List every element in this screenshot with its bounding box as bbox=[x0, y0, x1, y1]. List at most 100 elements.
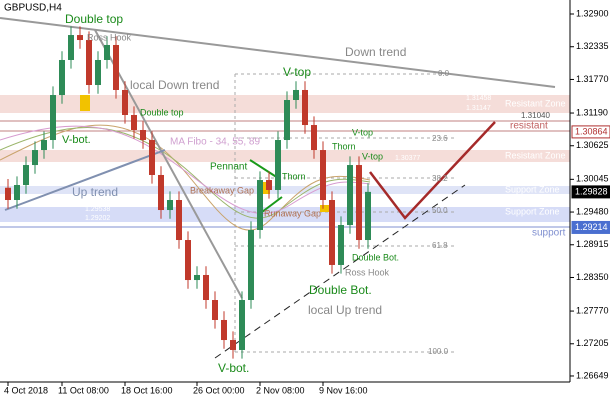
candle-body bbox=[113, 44, 119, 90]
annotation: MA Fibo - 34, 55, 89 bbox=[170, 137, 260, 148]
candle-body bbox=[140, 129, 146, 141]
y-tick-label: 1.27205 bbox=[576, 338, 609, 348]
annotation: 1.29538 bbox=[85, 206, 110, 213]
candle-body bbox=[59, 59, 65, 96]
candle-body bbox=[86, 40, 92, 86]
annotation: local Up trend bbox=[308, 303, 382, 317]
candle-body bbox=[365, 191, 371, 241]
annotation: Resistant Zone bbox=[505, 98, 566, 108]
annotation: Down trend bbox=[345, 45, 406, 59]
annotation: Thorn bbox=[332, 141, 356, 151]
annotation: support bbox=[532, 228, 566, 239]
x-tick-label: 4 Oct 2018 bbox=[4, 385, 48, 395]
annotation: Double Bot. bbox=[309, 283, 372, 297]
y-tick-label: 1.32335 bbox=[576, 41, 609, 51]
y-tick-label: 1.31770 bbox=[576, 74, 609, 84]
candle-body bbox=[95, 59, 101, 86]
annotation: resistant bbox=[510, 121, 548, 132]
pennant-line bbox=[249, 159, 279, 179]
candle-body bbox=[356, 165, 362, 241]
price-mark-box bbox=[571, 220, 610, 234]
candle-body bbox=[320, 150, 326, 201]
annotation: 1.29202 bbox=[85, 215, 110, 222]
candle-body bbox=[5, 187, 11, 201]
annotation: 1.30377 bbox=[395, 155, 420, 162]
support-zone bbox=[0, 186, 570, 194]
candle-body bbox=[32, 150, 38, 166]
annotation: Support Zone bbox=[505, 184, 560, 194]
x-tick-label: 18 Oct 16:00 bbox=[121, 385, 173, 395]
annotation: Double top bbox=[65, 12, 123, 26]
candle-body bbox=[203, 274, 209, 301]
annotation: V-top bbox=[283, 65, 311, 79]
y-tick-label: 1.30625 bbox=[576, 140, 609, 150]
x-tick-label: 26 Oct 00:00 bbox=[193, 385, 245, 395]
candle-body bbox=[239, 300, 245, 350]
candle-body bbox=[293, 89, 299, 101]
x-tick-label: 11 Oct 08:00 bbox=[58, 385, 109, 395]
down-trend-line bbox=[0, 17, 556, 88]
candle-body bbox=[338, 225, 344, 265]
candle-body bbox=[41, 140, 47, 151]
projection-line bbox=[369, 121, 496, 220]
y-tick-label: 1.32900 bbox=[576, 8, 609, 18]
candle-body bbox=[347, 165, 353, 226]
candle-body bbox=[311, 125, 317, 151]
annotation: V-bot. bbox=[218, 361, 249, 375]
annotation: Double top bbox=[140, 107, 184, 117]
candle-body bbox=[266, 180, 272, 190]
y-tick-label: 1.28350 bbox=[576, 272, 609, 282]
candle-body bbox=[176, 200, 182, 241]
candle-body bbox=[104, 44, 110, 60]
annotation: V-top bbox=[352, 127, 373, 137]
price-mark-label: 1.29828 bbox=[575, 186, 608, 196]
local-up-trend-line bbox=[214, 184, 466, 359]
candle-body bbox=[230, 340, 236, 350]
candle-body bbox=[14, 185, 20, 201]
price-mark-box bbox=[571, 185, 610, 199]
annotation: 1.31040 bbox=[521, 111, 550, 120]
price-mark-label: 1.30864 bbox=[575, 126, 608, 136]
y-tick-label: 1.31190 bbox=[576, 107, 608, 117]
annotation: local Down trend bbox=[130, 78, 219, 92]
candle-body bbox=[185, 240, 191, 281]
annotation: Resistant Zone bbox=[505, 150, 566, 160]
resistant-zone bbox=[0, 150, 570, 162]
candle-body bbox=[194, 274, 200, 281]
annotation: Ross Hook bbox=[87, 32, 132, 42]
candle-body bbox=[167, 200, 173, 211]
candle-body bbox=[302, 89, 308, 126]
annotation: 23.6 bbox=[432, 134, 448, 143]
annotation: 100.0 bbox=[428, 347, 449, 356]
y-tick-label: 1.27770 bbox=[576, 305, 609, 315]
annotation: 38.2 bbox=[432, 174, 448, 183]
candle-body bbox=[158, 174, 164, 211]
local-down-trend-line bbox=[94, 29, 243, 299]
candle-body bbox=[77, 35, 83, 41]
annotation: Up trend bbox=[72, 185, 118, 199]
y-tick-label: 1.28915 bbox=[576, 239, 609, 249]
annotation: V-bot. bbox=[62, 134, 91, 146]
price-mark-label: 1.29214 bbox=[575, 222, 608, 232]
candle-body bbox=[275, 140, 281, 190]
marker bbox=[80, 95, 90, 111]
chart-title: GBPUSD,H4 bbox=[4, 3, 62, 14]
annotation: Double Bot. bbox=[352, 252, 399, 262]
candle-body bbox=[50, 95, 56, 141]
annotation: V-top bbox=[362, 151, 383, 161]
annotation: 50.0 bbox=[432, 206, 448, 215]
candle-body bbox=[122, 89, 128, 115]
y-tick-label: 1.29480 bbox=[576, 206, 609, 216]
annotation: Thorn bbox=[282, 171, 306, 181]
candle-body bbox=[248, 229, 254, 301]
annotation: Breakaway Gap bbox=[190, 185, 254, 195]
annotation: Runaway Gap bbox=[264, 208, 321, 218]
candle-body bbox=[284, 100, 290, 141]
candle-body bbox=[23, 165, 29, 186]
annotation: 1.31458 bbox=[466, 95, 491, 102]
up-trend-line bbox=[4, 149, 166, 211]
annotation: 1.31147 bbox=[466, 105, 491, 112]
annotation: 0.0 bbox=[438, 69, 450, 78]
